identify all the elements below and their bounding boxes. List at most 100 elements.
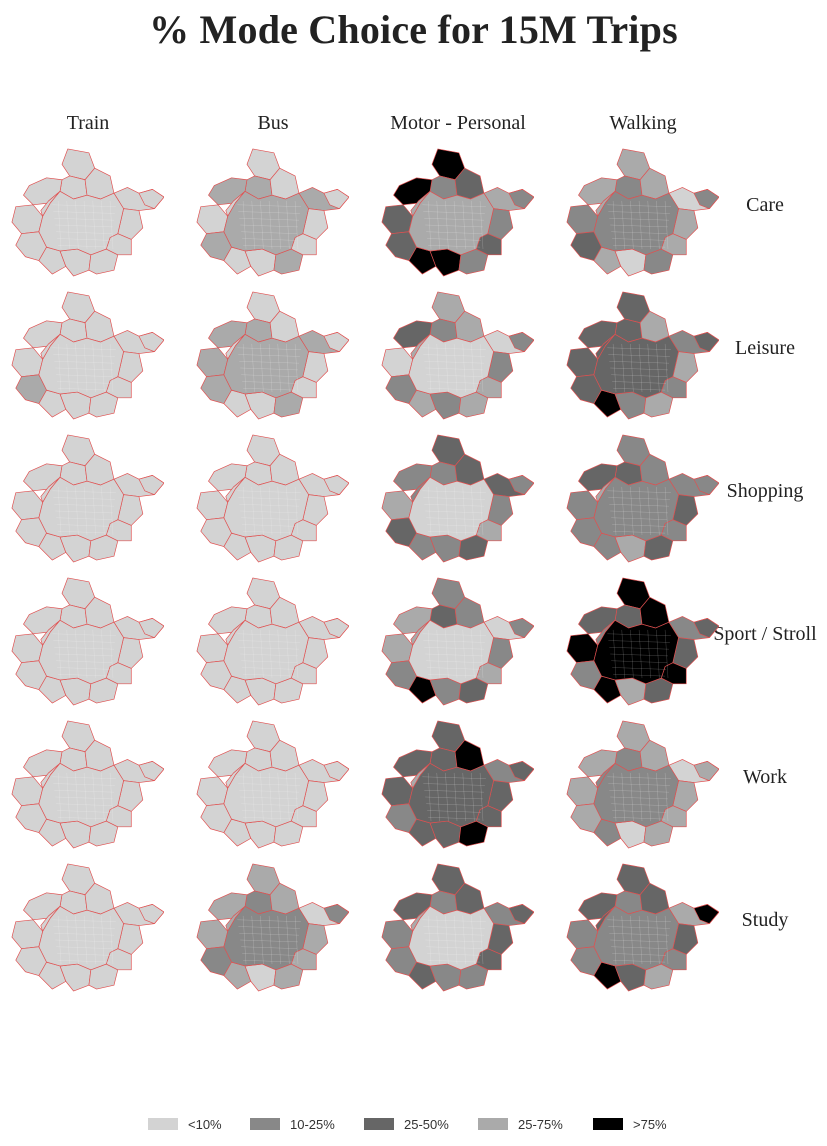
map-zone xyxy=(508,761,534,781)
choropleth-map xyxy=(195,431,349,565)
map-texture xyxy=(607,200,671,250)
map-zone xyxy=(323,475,349,495)
map-svg xyxy=(11,720,164,849)
legend-label: 25-50% xyxy=(404,1116,449,1132)
map-zone xyxy=(566,919,599,949)
legend-item-lt10: <10% xyxy=(148,1116,222,1132)
map-texture xyxy=(607,629,671,679)
choropleth-map xyxy=(565,145,719,279)
map-svg xyxy=(196,148,349,277)
map-zone-core xyxy=(38,190,124,256)
legend-swatch xyxy=(478,1118,508,1130)
map-zone-core xyxy=(593,762,679,828)
map-zone-core xyxy=(223,905,309,971)
map-svg xyxy=(196,291,349,420)
map-zone xyxy=(508,904,534,924)
map-texture xyxy=(52,772,116,822)
map-texture xyxy=(52,915,116,965)
choropleth-map xyxy=(195,574,349,708)
map-zone xyxy=(508,332,534,352)
map-svg xyxy=(381,291,534,420)
legend-item-25-75: 25-75% xyxy=(478,1116,563,1132)
map-texture xyxy=(52,629,116,679)
legend-label: 25-75% xyxy=(518,1116,563,1132)
map-texture xyxy=(422,486,486,536)
map-svg xyxy=(196,434,349,563)
map-zone xyxy=(11,633,44,663)
map-zone xyxy=(323,904,349,924)
map-zone xyxy=(566,633,599,663)
map-svg xyxy=(566,148,719,277)
map-zone xyxy=(11,919,44,949)
map-texture xyxy=(52,486,116,536)
legend-swatch xyxy=(593,1118,623,1130)
choropleth-map xyxy=(195,860,349,994)
map-zone-core xyxy=(38,762,124,828)
map-zone xyxy=(381,204,414,234)
map-zone-core xyxy=(593,190,679,256)
row-label-leisure: Leisure xyxy=(735,337,795,359)
map-zone-core xyxy=(223,190,309,256)
legend-item-10-25: 10-25% xyxy=(250,1116,335,1132)
map-zone-core xyxy=(38,619,124,685)
choropleth-map xyxy=(10,574,164,708)
map-zone xyxy=(693,189,719,209)
map-zone xyxy=(196,490,229,520)
map-zone xyxy=(11,776,44,806)
map-svg xyxy=(566,863,719,992)
column-header-bus: Bus xyxy=(257,112,289,134)
map-svg xyxy=(196,577,349,706)
choropleth-map xyxy=(10,860,164,994)
map-texture xyxy=(237,200,301,250)
map-texture xyxy=(422,343,486,393)
map-zone xyxy=(508,618,534,638)
map-zone xyxy=(381,347,414,377)
choropleth-map xyxy=(380,574,534,708)
map-zone xyxy=(323,189,349,209)
map-zone xyxy=(138,332,164,352)
map-texture xyxy=(237,915,301,965)
map-zone xyxy=(11,347,44,377)
choropleth-map xyxy=(380,431,534,565)
map-texture xyxy=(607,772,671,822)
map-zone-core xyxy=(408,905,494,971)
map-zone xyxy=(508,189,534,209)
map-texture xyxy=(422,772,486,822)
map-zone xyxy=(566,347,599,377)
map-texture xyxy=(422,629,486,679)
map-zone xyxy=(381,919,414,949)
map-zone-core xyxy=(408,762,494,828)
map-zone xyxy=(11,490,44,520)
choropleth-map xyxy=(10,717,164,851)
map-svg xyxy=(381,720,534,849)
map-zone-core xyxy=(223,619,309,685)
choropleth-map xyxy=(565,431,719,565)
map-zone xyxy=(138,761,164,781)
map-zone-core xyxy=(408,619,494,685)
choropleth-map xyxy=(565,574,719,708)
map-svg xyxy=(11,291,164,420)
legend: <10% 10-25% 25-50% 25-75% >75% xyxy=(0,1112,827,1136)
choropleth-map xyxy=(380,717,534,851)
map-zone-core xyxy=(223,333,309,399)
row-label-shopping: Shopping xyxy=(726,480,804,502)
map-zone xyxy=(323,332,349,352)
map-zone xyxy=(323,618,349,638)
map-zone xyxy=(508,475,534,495)
map-zone-core xyxy=(593,476,679,542)
map-texture xyxy=(422,200,486,250)
choropleth-map xyxy=(10,431,164,565)
map-texture xyxy=(607,343,671,393)
map-svg xyxy=(11,148,164,277)
map-zone xyxy=(381,633,414,663)
map-svg xyxy=(11,434,164,563)
legend-label: 10-25% xyxy=(290,1116,335,1132)
map-zone xyxy=(693,904,719,924)
legend-swatch xyxy=(148,1118,178,1130)
map-texture xyxy=(237,343,301,393)
map-svg xyxy=(11,863,164,992)
map-svg xyxy=(11,577,164,706)
map-svg xyxy=(381,434,534,563)
map-texture xyxy=(52,343,116,393)
legend-label: >75% xyxy=(633,1116,667,1132)
